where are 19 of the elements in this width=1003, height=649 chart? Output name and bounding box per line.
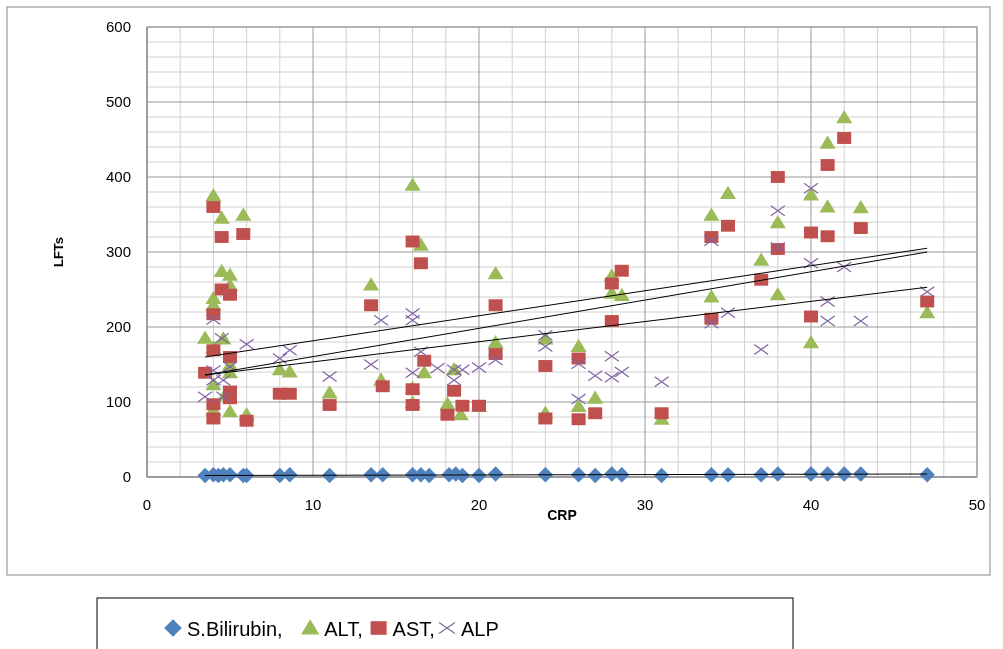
x-tick-label: 50 [968,496,986,513]
legend-label: ALT, [324,618,363,640]
x-tick-label: 20 [470,496,488,513]
x-tick-label: 0 [142,496,152,513]
legend-label: S.Bilirubin, [187,618,283,640]
y-tick-label: 0 [122,468,131,485]
legend-label: ALP [461,618,499,640]
x-tick-label: 10 [304,496,322,513]
x-tick-label: 30 [636,496,654,513]
y-axis-title: LFTs [51,236,66,268]
y-tick-label: 600 [105,18,131,35]
x-tick-label: 40 [802,496,820,513]
y-tick-label: 300 [105,243,131,260]
legend-label: AST, [392,618,435,640]
y-tick-label: 400 [105,168,131,185]
y-tick-label: 500 [105,93,131,110]
y-tick-label: 200 [105,318,131,335]
x-axis-title: CRP [547,507,577,523]
y-tick-label: 100 [105,393,131,410]
